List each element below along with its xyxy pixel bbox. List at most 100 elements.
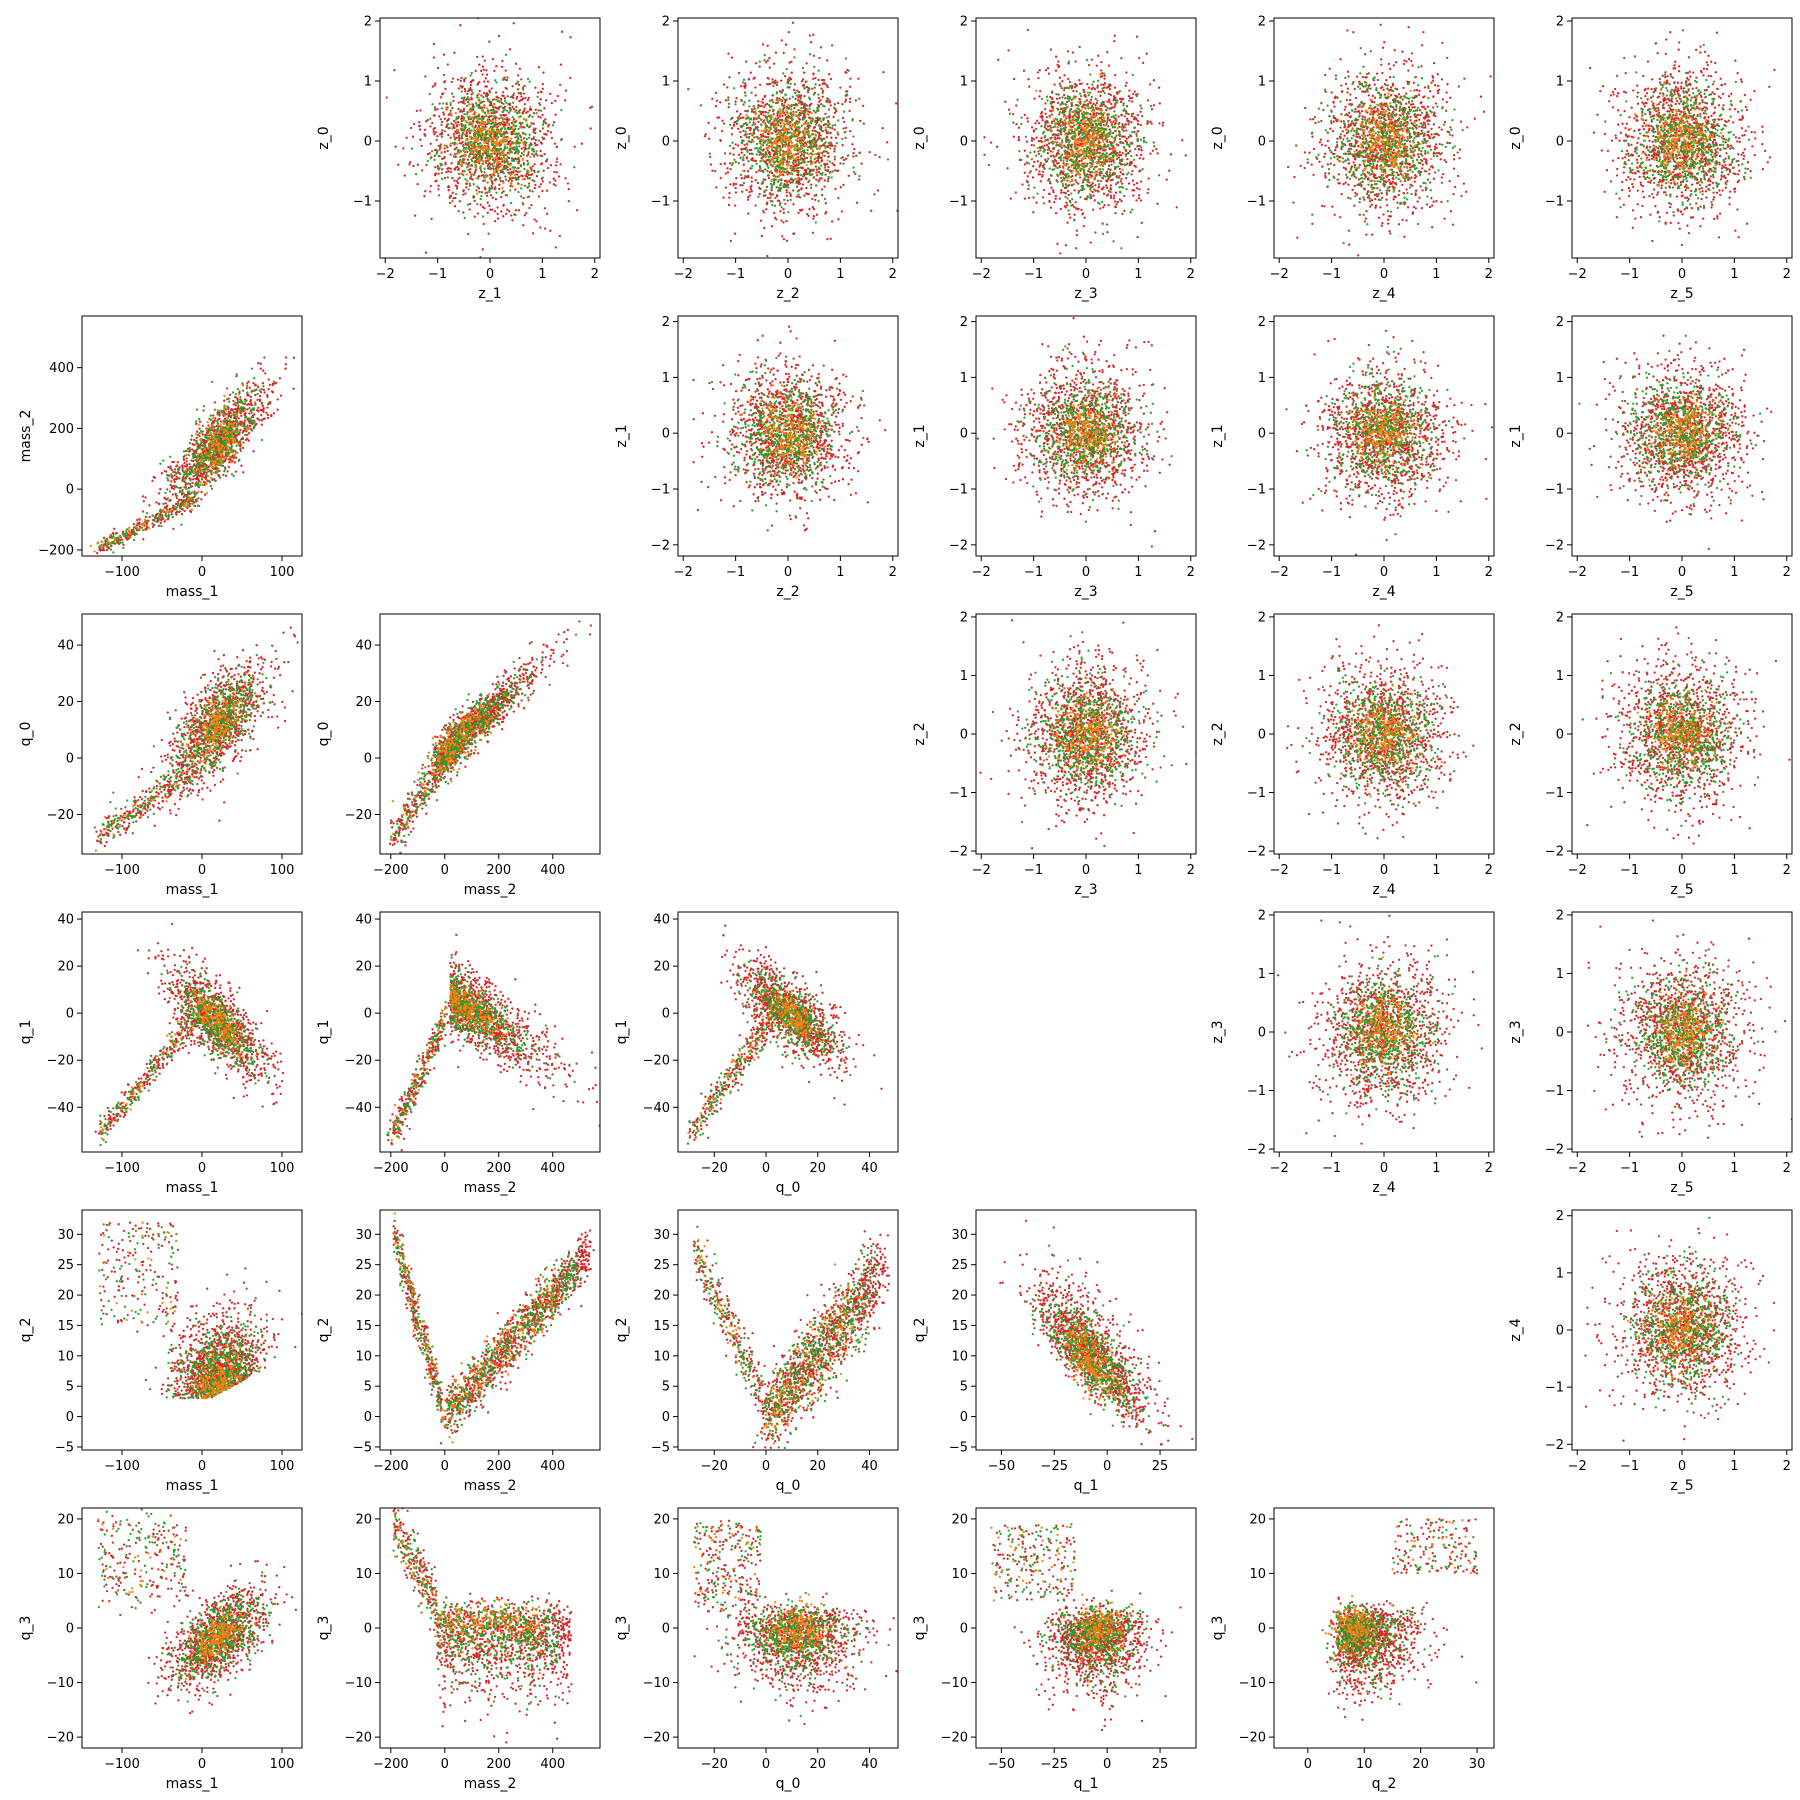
scatter-point	[439, 145, 442, 148]
scatter-point	[573, 166, 576, 169]
scatter-point	[763, 191, 766, 194]
scatter-point	[766, 170, 769, 173]
scatter-point	[490, 141, 493, 144]
scatter-point	[1106, 100, 1109, 103]
scatter-point	[770, 184, 774, 187]
scatter-point	[1157, 86, 1161, 89]
scatter-point	[515, 109, 518, 112]
scatter-point	[459, 109, 463, 112]
scatter-point	[516, 112, 519, 115]
scatter-point	[1030, 137, 1034, 140]
scatter-point	[1103, 74, 1107, 77]
scatter-point	[567, 187, 570, 191]
scatter-point	[759, 160, 762, 163]
scatter-point	[1041, 116, 1044, 119]
scatter-point	[498, 122, 502, 125]
scatter-point	[450, 122, 453, 125]
scatter-point	[494, 110, 497, 113]
scatter-point	[1126, 119, 1129, 123]
scatter-point	[784, 113, 787, 116]
scatter-point	[815, 117, 818, 120]
scatter-point	[780, 219, 783, 222]
scatter-point	[548, 181, 551, 184]
scatter-point	[1155, 147, 1158, 151]
scatter-point	[839, 162, 842, 165]
scatter-point	[1117, 156, 1121, 159]
scatter-point	[808, 173, 812, 177]
scatter-point	[525, 137, 529, 141]
scatter-point	[815, 213, 819, 216]
scatter-point	[495, 98, 498, 101]
scatter-point	[420, 144, 423, 148]
scatter-point	[779, 184, 782, 187]
scatter-point	[1112, 99, 1115, 102]
scatter-point	[751, 134, 754, 137]
scatter-point	[451, 142, 454, 145]
scatter-point	[499, 144, 502, 147]
scatter-point	[459, 84, 462, 88]
scatter-point	[501, 94, 504, 97]
scatter-point	[456, 162, 460, 166]
scatter-point	[734, 100, 737, 103]
scatter-point	[798, 178, 801, 181]
scatter-point	[752, 140, 755, 143]
scatter-point	[448, 201, 452, 205]
scatter-point	[793, 123, 796, 127]
scatter-point	[517, 190, 520, 194]
axes-frame	[379, 17, 601, 259]
scatter-point	[784, 43, 788, 46]
scatter-point	[1136, 119, 1140, 123]
scatter-point	[774, 175, 777, 178]
scatter-point	[805, 85, 809, 89]
scatter-point	[703, 135, 707, 138]
scatter-point	[769, 132, 772, 135]
scatter-point	[750, 176, 753, 179]
scatter-point	[1120, 200, 1123, 203]
scatter-point	[821, 173, 824, 176]
scatter-point	[560, 108, 563, 112]
scatter-point	[793, 135, 797, 138]
scatter-point	[771, 193, 775, 196]
scatter-point	[471, 144, 474, 147]
y-axis-label: z_0	[316, 126, 332, 149]
scatter-point	[488, 190, 491, 194]
scatter-point	[802, 109, 805, 113]
scatter-point	[492, 142, 496, 145]
scatter-point	[1053, 158, 1057, 162]
scatter-point	[509, 168, 512, 171]
scatter-point	[1036, 119, 1039, 122]
scatter-point	[517, 175, 521, 178]
scatter-point	[523, 146, 526, 149]
scatter-point	[807, 192, 810, 196]
scatter-point	[1149, 152, 1152, 155]
scatter-point	[528, 206, 531, 210]
scatter-point	[778, 174, 781, 177]
scatter-point	[809, 124, 812, 128]
scatter-point	[786, 157, 789, 161]
scatter-point	[748, 118, 751, 121]
scatter-point	[757, 114, 761, 117]
scatter-point	[429, 142, 432, 145]
scatter-point	[775, 91, 779, 94]
scatter-point	[555, 160, 558, 164]
scatter-point	[432, 130, 435, 133]
scatter-points	[687, 21, 898, 258]
scatter-point	[699, 104, 703, 107]
scatter-point	[795, 156, 799, 159]
scatter-point	[765, 143, 768, 147]
scatter-point	[829, 237, 832, 240]
scatter-point	[1124, 149, 1128, 152]
scatter-point	[468, 208, 471, 211]
scatter-point	[839, 86, 842, 89]
scatter-point	[760, 100, 763, 103]
scatter-point	[456, 165, 459, 169]
scatter-point	[472, 173, 476, 177]
scatter-point	[765, 162, 768, 165]
scatter-point	[793, 107, 796, 110]
scatter-point	[486, 137, 489, 140]
scatter-point	[508, 48, 512, 51]
scatter-point	[1105, 194, 1109, 197]
scatter-point	[1116, 151, 1119, 155]
scatter-point	[732, 182, 735, 185]
scatter-point	[465, 104, 469, 108]
